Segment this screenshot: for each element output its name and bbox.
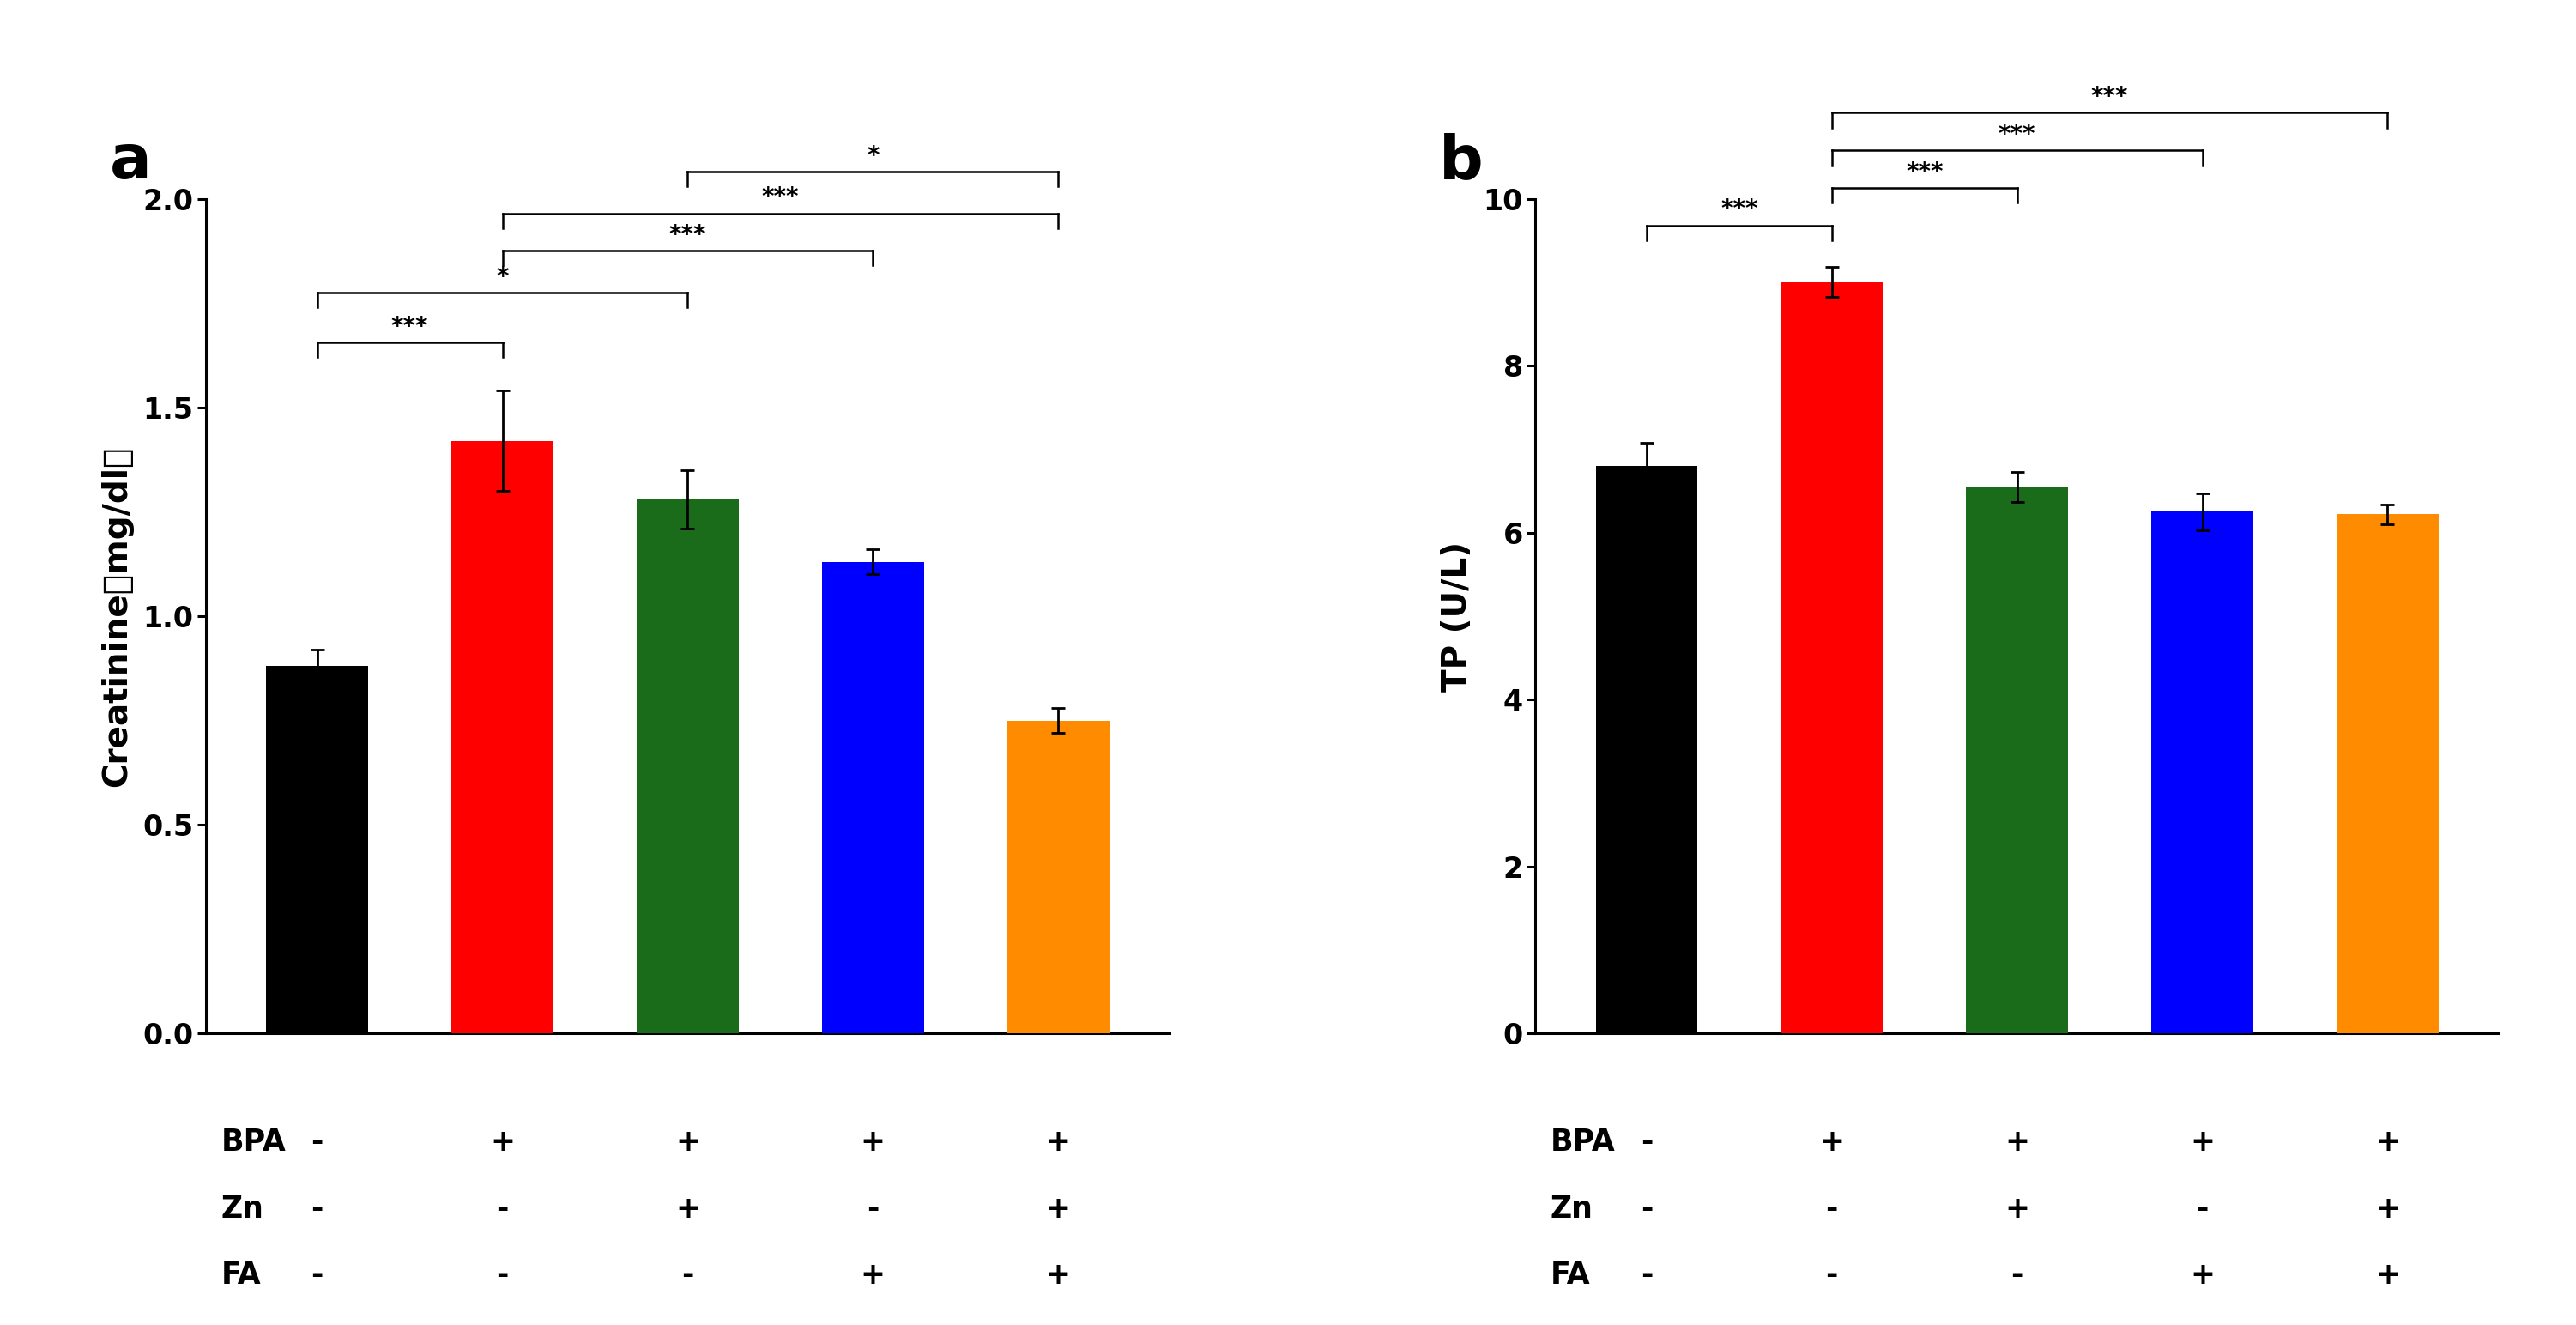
Text: *: *	[866, 144, 878, 168]
Bar	[1965, 486, 2069, 1034]
Text: ***: ***	[1906, 160, 1942, 184]
Text: +: +	[2004, 1128, 2030, 1157]
Text: a: a	[111, 132, 152, 191]
Text: +: +	[860, 1261, 886, 1291]
Text: b: b	[1440, 132, 1484, 191]
Bar	[451, 441, 554, 1034]
Text: ***: ***	[1999, 122, 2035, 147]
Text: +: +	[1046, 1261, 1072, 1291]
Bar	[265, 666, 368, 1034]
Text: ***: ***	[762, 186, 799, 209]
Text: +: +	[675, 1128, 701, 1157]
Text: Zn: Zn	[1551, 1194, 1592, 1223]
Text: ***: ***	[670, 223, 706, 248]
Text: -: -	[312, 1128, 325, 1157]
Text: +: +	[2375, 1128, 2401, 1157]
Text: +: +	[2190, 1261, 2215, 1291]
Text: +: +	[2375, 1261, 2401, 1291]
Text: +: +	[2190, 1128, 2215, 1157]
Text: -: -	[1641, 1194, 1654, 1223]
Text: +: +	[1046, 1128, 1072, 1157]
Bar	[1780, 282, 1883, 1034]
Text: -: -	[866, 1194, 878, 1223]
Text: FA: FA	[222, 1261, 260, 1291]
Text: *: *	[497, 265, 507, 289]
Text: -: -	[683, 1261, 693, 1291]
Text: BPA: BPA	[222, 1128, 286, 1157]
Text: +: +	[675, 1194, 701, 1223]
Text: -: -	[2197, 1194, 2208, 1223]
Text: -: -	[1826, 1261, 1839, 1291]
Text: -: -	[1641, 1261, 1654, 1291]
Text: BPA: BPA	[1551, 1128, 1615, 1157]
Text: -: -	[497, 1261, 507, 1291]
Text: -: -	[312, 1194, 325, 1223]
Text: ***: ***	[392, 315, 428, 339]
Bar	[1595, 466, 1698, 1034]
Text: -: -	[2012, 1261, 2022, 1291]
Text: ***: ***	[1721, 197, 1757, 221]
Text: +: +	[1819, 1128, 1844, 1157]
Bar	[1007, 721, 1110, 1034]
Bar	[2336, 514, 2439, 1034]
Text: -: -	[1826, 1194, 1839, 1223]
Bar	[822, 562, 925, 1034]
Text: +: +	[2004, 1194, 2030, 1223]
Text: -: -	[312, 1261, 325, 1291]
Bar	[636, 500, 739, 1034]
Text: +: +	[489, 1128, 515, 1157]
Text: Zn: Zn	[222, 1194, 263, 1223]
Text: +: +	[860, 1128, 886, 1157]
Text: ***: ***	[2092, 85, 2128, 109]
Text: FA: FA	[1551, 1261, 1589, 1291]
Text: -: -	[1641, 1128, 1654, 1157]
Text: +: +	[1046, 1194, 1072, 1223]
Text: -: -	[497, 1194, 507, 1223]
Text: +: +	[2375, 1194, 2401, 1223]
Y-axis label: Creatinine（mg/dl）: Creatinine（mg/dl）	[100, 445, 134, 787]
Y-axis label: TP (U/L): TP (U/L)	[1440, 541, 1473, 692]
Bar	[2151, 511, 2254, 1034]
